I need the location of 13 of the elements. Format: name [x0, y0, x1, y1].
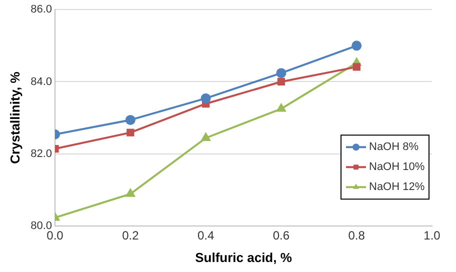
- y-tick-label: 82.0: [30, 148, 52, 160]
- x-tick-label: 0.6: [272, 228, 290, 243]
- legend-label: NaOH 8%: [369, 141, 419, 154]
- y-tick-label: 84.0: [30, 76, 52, 88]
- x-tick-label: 0.2: [122, 228, 140, 243]
- x-tick-label: 0.8: [348, 228, 366, 243]
- legend-label: NaOH 10%: [369, 161, 425, 174]
- legend-label: NaOH 12%: [369, 181, 425, 194]
- y-axis-title: Crystallinity, %: [7, 71, 22, 164]
- x-tick-label: 1.0: [424, 228, 441, 243]
- x-axis-title: Sulfuric acid, %: [195, 250, 292, 265]
- y-tick-label: 86.0: [30, 4, 52, 16]
- x-tick-label: 0.4: [197, 228, 214, 243]
